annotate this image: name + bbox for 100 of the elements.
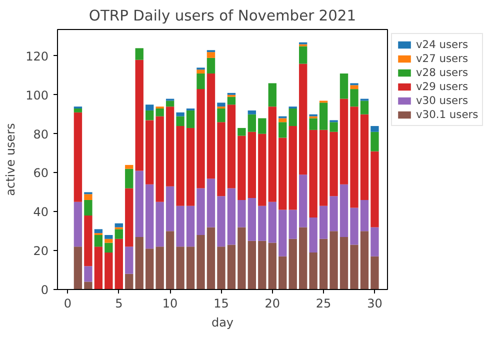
bar: [206, 227, 216, 290]
bar: [298, 227, 308, 290]
bar: [340, 184, 348, 237]
bar: [278, 138, 287, 210]
bar: [146, 120, 154, 184]
chart-title: OTRP Daily users of November 2021: [88, 8, 356, 24]
bar: [340, 236, 348, 290]
bar: [248, 132, 256, 198]
x-tick-label: 0: [64, 296, 72, 310]
bar: [258, 134, 266, 206]
bar: [104, 242, 113, 253]
bar: [340, 98, 348, 184]
y-tick-label: 120: [26, 49, 48, 64]
bar: [248, 240, 256, 290]
y-tick-label: 40: [33, 205, 49, 220]
bar: [350, 89, 358, 107]
bar: [278, 122, 287, 138]
bar: [360, 114, 369, 200]
bar: [370, 126, 379, 132]
bar: [248, 114, 256, 132]
bar: [288, 238, 297, 290]
bar: [104, 252, 113, 290]
bar: [350, 208, 358, 245]
bar: [258, 206, 266, 241]
y-tick-label: 80: [33, 127, 49, 142]
bar: [146, 184, 154, 249]
bar: [84, 194, 92, 200]
bar: [360, 231, 369, 290]
bar: [227, 188, 236, 245]
bar: [258, 118, 266, 134]
x-tick-label: 20: [264, 296, 280, 310]
bar: [135, 170, 144, 237]
bar: [206, 58, 216, 74]
bar: [196, 235, 205, 290]
bar: [176, 112, 184, 116]
bar: [238, 200, 246, 228]
bar: [248, 198, 256, 241]
bar: [186, 246, 195, 290]
y-tick-label: 20: [33, 244, 49, 258]
bar: [196, 188, 205, 236]
y-tick-label: 60: [33, 166, 49, 180]
bar: [166, 100, 174, 107]
bar: [330, 196, 338, 232]
bar: [288, 126, 297, 210]
y-tick-label: 0: [40, 283, 49, 297]
bar: [94, 229, 103, 234]
bar: [166, 106, 174, 186]
bar: [309, 118, 318, 130]
bar: [146, 248, 154, 290]
x-axis-title: day: [211, 316, 234, 330]
bar: [146, 104, 154, 110]
bar: [227, 104, 236, 188]
bar: [298, 46, 308, 64]
bar: [309, 130, 318, 218]
bar: [238, 136, 246, 200]
bar: [309, 217, 318, 253]
bar: [186, 206, 195, 247]
bar: [217, 122, 226, 196]
bar: [370, 151, 379, 228]
bar: [298, 64, 308, 175]
bar: [370, 132, 379, 152]
bar: [74, 246, 82, 290]
x-tick-label: 5: [115, 296, 123, 310]
bar: [84, 266, 92, 282]
bar: [350, 106, 358, 208]
bar: [309, 252, 318, 290]
bar: [176, 206, 184, 247]
bar: [135, 60, 144, 171]
bar: [278, 210, 287, 256]
bar: [288, 210, 297, 239]
bar: [288, 108, 297, 126]
bar: [330, 132, 338, 196]
bar: [350, 85, 358, 90]
bar: [196, 89, 205, 188]
bar: [340, 73, 348, 99]
bar: [217, 196, 226, 247]
bar: [268, 242, 276, 290]
bar: [125, 274, 134, 290]
legend-label: v27 users: [416, 52, 468, 65]
bar: [319, 238, 328, 290]
bar: [176, 126, 184, 206]
bar: [258, 240, 266, 290]
bar: [84, 216, 92, 266]
bar: [217, 102, 226, 107]
x-tick-label: 25: [316, 296, 332, 310]
bar: [74, 112, 82, 202]
bar: [319, 102, 328, 130]
bar: [227, 96, 236, 105]
bar: [206, 73, 216, 179]
bar: [135, 236, 144, 290]
bar: [298, 174, 308, 228]
bar: [227, 244, 236, 290]
bar: [84, 282, 92, 290]
bar: [268, 83, 276, 107]
bar: [370, 227, 379, 256]
bar: [278, 118, 287, 122]
bar: [319, 130, 328, 206]
bar: [74, 202, 82, 247]
bar: [268, 202, 276, 243]
y-axis-title: active users: [4, 123, 18, 196]
